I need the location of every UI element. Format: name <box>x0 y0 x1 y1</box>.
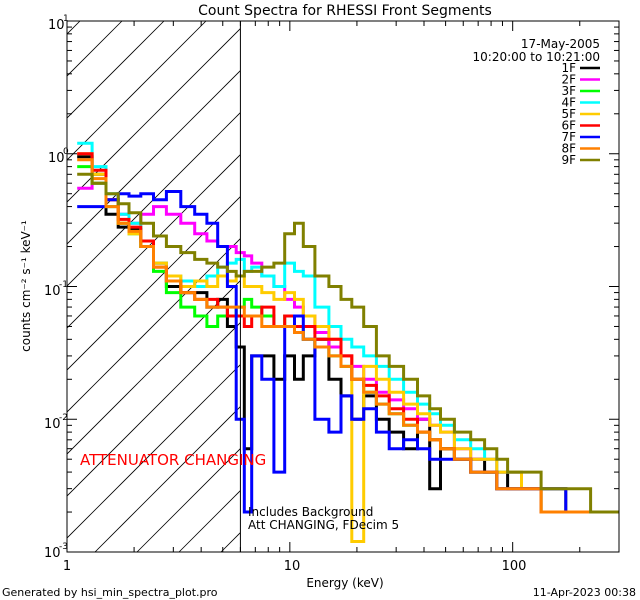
series-9F-line <box>77 172 619 514</box>
y-tick-label-1e-3: 10 -3 <box>44 542 68 561</box>
svg-text:10: 10 <box>48 18 65 33</box>
hatch-line <box>136 448 241 552</box>
series-5F-line <box>77 152 619 543</box>
hatch-line <box>67 322 241 497</box>
hatch-line <box>67 28 241 203</box>
legend-label-4F: 4F <box>561 96 576 110</box>
svg-text:10: 10 <box>44 284 61 299</box>
hatch-line <box>67 70 241 245</box>
legend-label-2F: 2F <box>561 73 576 87</box>
legend-label-3F: 3F <box>561 84 576 98</box>
x-tick-label-1: 1 <box>63 559 71 574</box>
hatch-line <box>94 406 241 552</box>
x-axis-label: Energy (keV) <box>306 576 383 590</box>
svg-text:10: 10 <box>44 417 61 432</box>
plot-frame <box>66 20 620 553</box>
attenuator-label: ATTENUATOR CHANGING <box>80 451 266 469</box>
svg-text:10: 10 <box>48 151 65 166</box>
y-axis-label: counts cm⁻² s⁻¹ keV⁻¹ <box>19 220 33 352</box>
annotation-background: Includes Background <box>248 505 373 519</box>
y-tick-label-1e1: 10 1 <box>48 14 69 33</box>
hatch-line <box>67 154 241 329</box>
timestamp-label: 11-Apr-2023 00:38 <box>533 586 636 599</box>
series-8F-line <box>77 158 619 514</box>
svg-text:0: 0 <box>63 147 69 157</box>
series-layer <box>77 141 619 543</box>
generator-label: Generated by hsi_min_spectra_plot.pro <box>2 586 218 599</box>
legend-label-1F: 1F <box>561 61 576 75</box>
axis-ticks <box>66 21 620 553</box>
hatch-line <box>67 364 241 539</box>
chart-title: Count Spectra for RHESSI Front Segments <box>198 3 492 19</box>
legend-label-9F: 9F <box>561 153 576 167</box>
hatch-line <box>67 21 165 119</box>
y-tick-label-1e0: 10 0 <box>48 147 69 166</box>
date-label: 17-May-2005 <box>521 37 600 51</box>
svg-text:-2: -2 <box>59 413 68 423</box>
hatch-line <box>67 21 207 161</box>
legend-label-5F: 5F <box>561 107 576 121</box>
svg-text:10: 10 <box>44 546 61 561</box>
legend-label-7F: 7F <box>561 130 576 144</box>
legend-label-8F: 8F <box>561 142 576 156</box>
svg-text:1: 1 <box>63 14 69 24</box>
svg-text:-1: -1 <box>59 280 68 290</box>
y-tick-label-1e-2: 10 -2 <box>44 413 68 432</box>
legend-label-6F: 6F <box>561 119 576 133</box>
hatch-line <box>67 196 241 371</box>
annotation-att-changing: Att CHANGING, FDecim 5 <box>248 518 399 532</box>
svg-text:-3: -3 <box>59 542 68 552</box>
x-tick-label-100: 100 <box>502 559 527 574</box>
y-tick-label-1e-1: 10 -1 <box>44 280 68 299</box>
x-tick-label-10: 10 <box>284 559 301 574</box>
time-range-label: 10:20:00 to 10:21:00 <box>473 50 600 64</box>
